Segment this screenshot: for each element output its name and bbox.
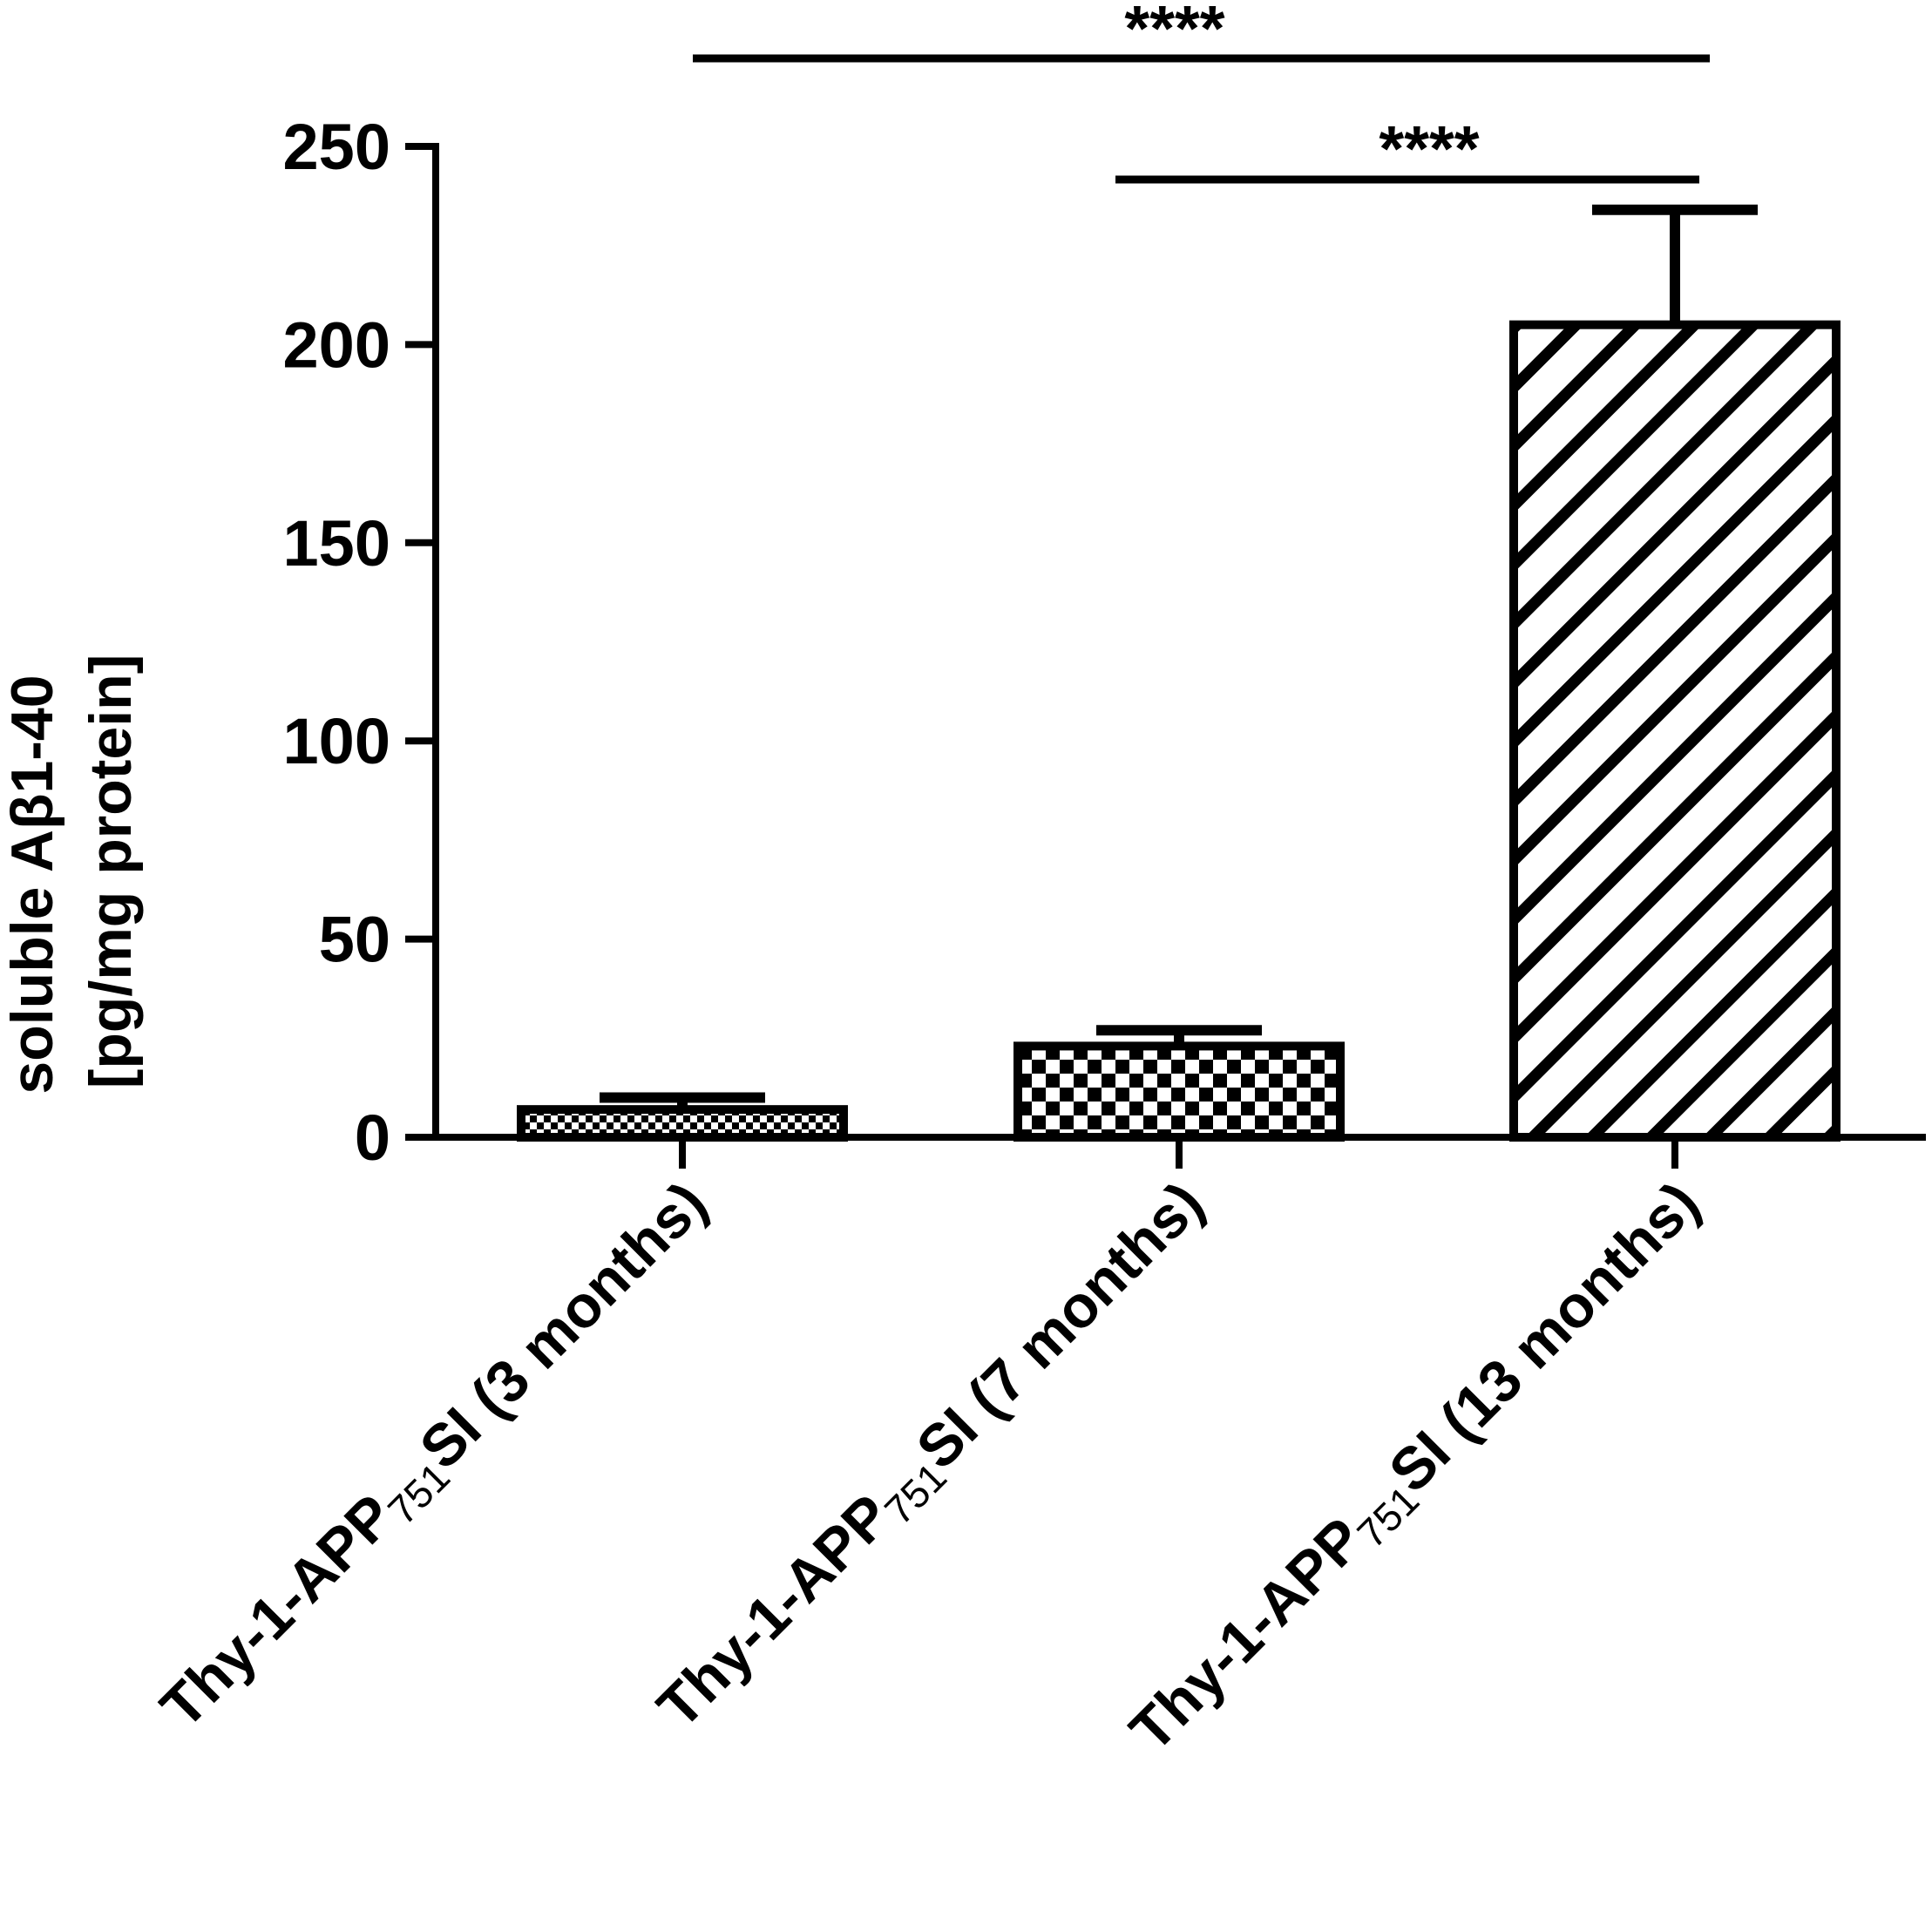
plot-area: 0 50 100 150 200 250 Thy-1-APP751SI (3 months)… <box>148 0 1926 1768</box>
y-tick-label: 200 <box>283 308 390 381</box>
bar <box>517 1105 848 1142</box>
significance-label: **** <box>1379 112 1479 185</box>
y-axis-title-line-1: soluble Aβ1-40 <box>0 675 65 1094</box>
y-axis-title-line-2: [pg/mg protein] <box>78 654 144 1089</box>
bar <box>1509 320 1840 1142</box>
significance-label: **** <box>1124 0 1224 64</box>
x-tick-label: Thy-1-APP751SI (7 months) <box>645 1169 1221 1746</box>
y-tick-label: 250 <box>283 111 390 183</box>
y-axis-title: soluble Aβ1-40 [pg/mg protein] <box>0 654 144 1095</box>
y-tick-label: 0 <box>355 1102 390 1174</box>
x-tick-label: Thy-1-APP751SI (13 months) <box>1117 1169 1716 1768</box>
bar <box>1013 1041 1345 1142</box>
x-tick-label: Thy-1-APP751SI (3 months) <box>148 1169 724 1746</box>
y-tick-label: 150 <box>283 507 390 580</box>
y-tick-label: 100 <box>283 705 390 777</box>
y-tick-label: 50 <box>319 904 390 976</box>
